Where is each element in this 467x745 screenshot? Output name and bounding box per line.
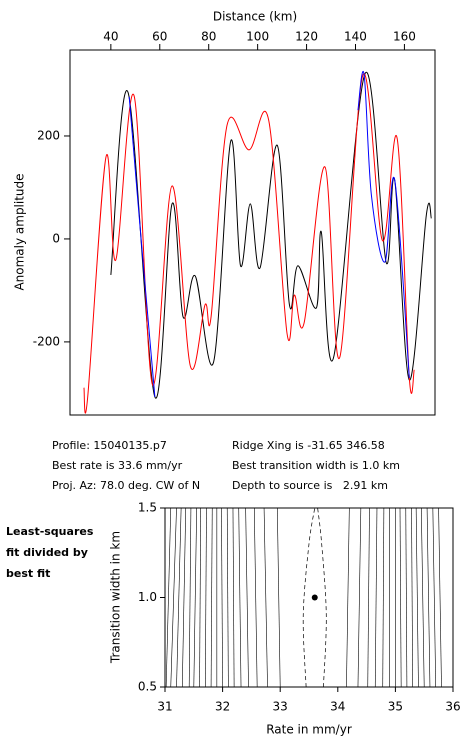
info: Best rate is 33.6 mm/yr bbox=[52, 459, 183, 472]
contour-line bbox=[405, 507, 408, 688]
contour-line bbox=[399, 507, 402, 688]
x-tick-label: 33 bbox=[273, 700, 288, 714]
contour-line bbox=[170, 507, 177, 688]
side-note: best fit bbox=[6, 567, 50, 580]
contour-line bbox=[193, 507, 197, 688]
contour-line bbox=[415, 507, 419, 688]
x-tick-label: 34 bbox=[330, 700, 345, 714]
contour-line bbox=[165, 507, 172, 688]
x-tick-label: 31 bbox=[157, 700, 172, 714]
series-line bbox=[83, 73, 415, 414]
contour-line bbox=[367, 507, 370, 688]
info: Proj. Az: 78.0 deg. CW of N bbox=[52, 479, 200, 492]
contour-line bbox=[205, 507, 207, 688]
contour-line bbox=[181, 507, 187, 688]
y-axis-title: Anomaly amplitude bbox=[13, 173, 27, 290]
contour-line bbox=[357, 507, 362, 688]
dashed-contour bbox=[302, 507, 316, 688]
y-tick-label: 200 bbox=[37, 128, 60, 142]
contour-line bbox=[346, 507, 350, 688]
y-tick-label: -200 bbox=[33, 334, 60, 348]
contour-line bbox=[426, 507, 431, 688]
contour-line bbox=[374, 507, 378, 688]
x-tick-label: 35 bbox=[388, 700, 403, 714]
y-tick-label: 0.5 bbox=[138, 680, 157, 694]
x-tick-label: 140 bbox=[344, 30, 367, 44]
x-axis-title: Distance (km) bbox=[213, 10, 297, 24]
x-tick-label: 60 bbox=[152, 30, 167, 44]
y-axis-title: Transition width in km bbox=[109, 531, 123, 664]
side-note: Least-squares bbox=[6, 525, 94, 538]
x-tick-label: 36 bbox=[445, 700, 460, 714]
series-line bbox=[128, 71, 410, 398]
info: Best transition width is 1.0 km bbox=[232, 459, 400, 472]
contour-line bbox=[188, 507, 192, 688]
contour-line bbox=[438, 507, 442, 688]
contour-line bbox=[199, 507, 202, 688]
x-axis-title: Rate in mm/yr bbox=[266, 723, 352, 737]
contour-line bbox=[226, 507, 229, 688]
dashed-contour bbox=[317, 507, 327, 688]
y-tick-label: 1.5 bbox=[138, 501, 157, 515]
y-tick-label: 1.0 bbox=[138, 590, 157, 604]
info: Ridge Xing is -31.65 346.58 bbox=[232, 439, 385, 452]
x-tick-label: 100 bbox=[246, 30, 269, 44]
contour-line bbox=[382, 507, 385, 688]
plot-frame bbox=[164, 507, 454, 688]
info: Profile: 15040135.p7 bbox=[52, 439, 167, 452]
contour-line bbox=[411, 507, 413, 688]
info: Depth to source is 2.91 km bbox=[232, 479, 388, 492]
contour-line bbox=[232, 507, 235, 688]
x-tick-label: 120 bbox=[295, 30, 318, 44]
contour-line bbox=[253, 507, 258, 688]
x-tick-label: 80 bbox=[201, 30, 216, 44]
contour-line bbox=[432, 507, 437, 688]
x-tick-label: 160 bbox=[393, 30, 416, 44]
contour-line bbox=[176, 507, 182, 688]
contour-line bbox=[245, 507, 249, 688]
contour-line bbox=[277, 507, 281, 688]
x-tick-label: 32 bbox=[215, 700, 230, 714]
best-fit-point bbox=[311, 594, 318, 601]
contour-line bbox=[421, 507, 425, 688]
contour-line bbox=[221, 507, 223, 688]
plot-frame bbox=[69, 49, 436, 416]
contour-line bbox=[238, 507, 242, 688]
y-tick-label: 0 bbox=[52, 231, 60, 245]
series-line bbox=[110, 72, 432, 399]
contour-line bbox=[263, 507, 268, 688]
contour-line bbox=[210, 507, 213, 688]
x-tick-label: 40 bbox=[103, 30, 118, 44]
side-note: fit divided by bbox=[6, 546, 88, 559]
